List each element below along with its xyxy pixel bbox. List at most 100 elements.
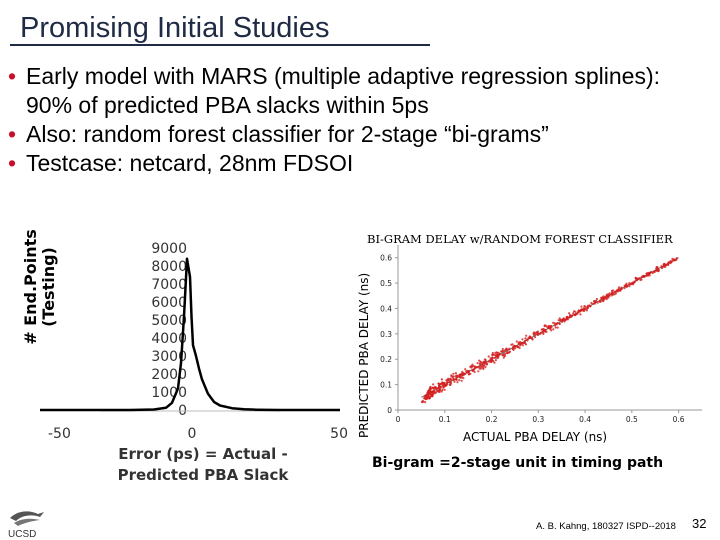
scatter-point (477, 370, 480, 373)
scatter-point (461, 370, 464, 373)
scatter-point (582, 309, 585, 312)
scatter-point (541, 328, 544, 331)
scatter-point (532, 333, 536, 337)
page-number: 32 (692, 516, 707, 531)
scatter-point (442, 386, 445, 389)
bullet-item: • Early model with MARS (multiple adaptiv… (8, 62, 708, 120)
scatter-point (550, 329, 553, 332)
scatter-point (455, 375, 459, 378)
scatter-point (602, 298, 605, 302)
scatter-point (586, 305, 589, 309)
scatter-point (533, 331, 536, 334)
scatter-point (454, 372, 457, 375)
scatter-point (421, 400, 424, 404)
scatter-point (428, 387, 431, 390)
scatter-point (539, 331, 543, 334)
bullet-list: • Early model with MARS (multiple adaptiv… (8, 62, 708, 178)
scatter-point (549, 325, 552, 328)
scatter-point (673, 259, 676, 262)
scatter-point (648, 274, 651, 277)
scatter-point (574, 313, 577, 316)
scatter-point (669, 260, 672, 263)
scatter-point (502, 356, 505, 359)
scatter-point (630, 282, 633, 285)
scatter-point (655, 268, 658, 272)
scatter-point (429, 391, 432, 394)
scatter-point (470, 365, 473, 368)
scatter-point (505, 347, 508, 350)
scatter-y-tick-label: 0.2 (380, 355, 392, 364)
scatter-point (548, 327, 552, 330)
scatter-point (515, 340, 518, 343)
scatter-point (611, 292, 614, 295)
scatter-point (494, 351, 497, 354)
scatter-point (438, 388, 441, 391)
scatter-point (441, 382, 444, 385)
scatter-point (458, 379, 461, 382)
scatter-point (657, 268, 660, 272)
bullet-text: Early model with MARS (multiple adaptive… (26, 63, 661, 118)
scatter-point (642, 274, 645, 277)
scatter-point (483, 358, 486, 361)
scatter-point (534, 336, 537, 339)
scatter-point (536, 333, 539, 336)
scatter-point (484, 362, 487, 365)
scatter-point (467, 369, 471, 372)
scatter-point (599, 299, 602, 302)
scatter-point (473, 370, 476, 374)
scatter-point (458, 374, 461, 377)
scatter-point (514, 347, 517, 350)
scatter-point (464, 368, 467, 371)
scatter-y-tick-label: 0.6 (380, 254, 392, 263)
histogram-y-tick-label: 7000 (151, 277, 187, 293)
scatter-point (562, 318, 565, 321)
scatter-point (478, 366, 481, 369)
scatter-point (527, 337, 530, 340)
scatter-point (433, 392, 437, 395)
scatter-point (583, 307, 586, 310)
bullet-marker: • (8, 63, 17, 89)
scatter-point (667, 263, 670, 266)
scatter-y-tick-label: 0 (387, 406, 392, 415)
scatter-x-tick-label: 0.1 (439, 415, 451, 424)
scatter-point (476, 362, 479, 365)
scatter-point (651, 271, 654, 275)
scatter-point (431, 393, 434, 396)
scatter-point (455, 377, 458, 381)
scatter-point (482, 360, 485, 363)
scatter-point (580, 305, 583, 308)
scatter-point (504, 352, 507, 355)
scatter-point (531, 338, 534, 341)
scatter-x-tick-label: 0.4 (579, 415, 591, 424)
scatter-x-tick-label: 0.3 (532, 415, 544, 424)
logo-wing-mark (10, 511, 44, 521)
scatter-point (578, 310, 581, 313)
scatter-point (558, 317, 561, 320)
scatter-point (497, 355, 500, 358)
scatter-point (552, 321, 555, 324)
histogram-y-tick-label: 9000 (151, 241, 187, 257)
scatter-point (494, 359, 497, 362)
scatter-y-tick-label: 0.3 (380, 330, 392, 339)
scatter-point (545, 330, 548, 333)
scatter-point (544, 328, 547, 332)
logo-wing-mark (14, 518, 40, 526)
scatter-point (460, 376, 464, 379)
scatter-point (589, 305, 592, 308)
scatter-point (554, 326, 557, 329)
scatter-y-tick-label: 0.4 (380, 304, 392, 313)
scatter-point (614, 292, 617, 295)
scatter-point (479, 364, 482, 367)
scatter-point (424, 401, 427, 404)
scatter-point (639, 278, 642, 282)
scatter-point (603, 296, 606, 299)
scatter-point (607, 296, 610, 299)
scatter-point (521, 342, 524, 345)
scatter-point (616, 289, 619, 292)
bullet-text: Also: random forest classifier for 2-sta… (26, 121, 549, 147)
scatter-point (512, 347, 515, 350)
scatter-point (443, 388, 446, 391)
scatter-point (445, 381, 448, 384)
scatter-point (623, 287, 626, 290)
scatter-point (653, 270, 656, 273)
